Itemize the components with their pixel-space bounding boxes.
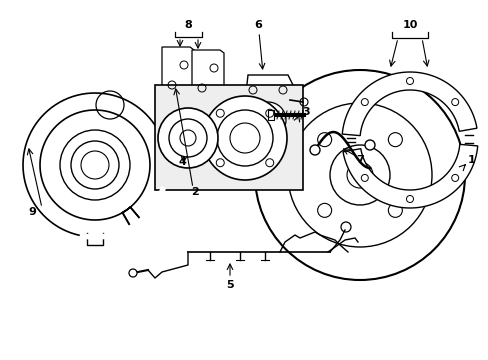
Circle shape [169,119,206,157]
Polygon shape [162,47,194,105]
Circle shape [364,140,374,150]
Bar [267,110,273,120]
Circle shape [249,102,285,138]
Text: 7: 7 [355,155,363,165]
Text: 5: 5 [226,280,233,290]
Text: 10: 10 [402,20,417,30]
Polygon shape [23,93,167,237]
Polygon shape [163,105,192,117]
Text: 8: 8 [184,20,191,30]
Circle shape [158,108,218,168]
Circle shape [71,141,119,189]
Circle shape [203,96,286,180]
Polygon shape [342,72,476,136]
Polygon shape [192,50,224,108]
Polygon shape [243,75,295,160]
Text: 4: 4 [178,157,185,167]
Polygon shape [194,108,222,120]
Text: 3: 3 [302,107,309,117]
Circle shape [60,130,130,200]
Polygon shape [342,144,477,208]
Text: 9: 9 [28,207,36,217]
Text: 2: 2 [191,187,199,197]
Circle shape [309,145,319,155]
Text: 6: 6 [254,20,262,30]
Circle shape [217,110,272,166]
Bar [155,85,303,190]
Text: 1: 1 [467,155,475,165]
